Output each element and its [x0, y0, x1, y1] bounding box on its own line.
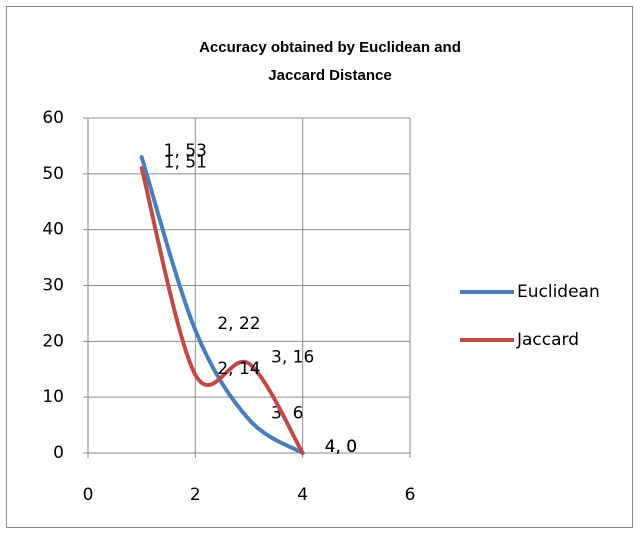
x-tick-label: 6 [405, 485, 416, 505]
chart-frame [6, 6, 633, 528]
legend-label: Jaccard [516, 330, 579, 350]
y-tick-label: 10 [42, 387, 64, 407]
y-tick-label: 50 [42, 164, 64, 184]
y-tick-label: 0 [53, 443, 64, 463]
x-tick-label: 2 [190, 485, 201, 505]
y-tick-label: 60 [42, 108, 64, 128]
series-line [139, 155, 305, 455]
y-tick-label: 30 [42, 276, 64, 296]
data-label: 3, 16 [271, 348, 314, 368]
y-tick-label: 40 [42, 220, 64, 240]
series-line [139, 166, 305, 455]
data-label: 4, 0 [325, 437, 357, 457]
y-tick-label: 20 [42, 331, 64, 351]
data-label: 1, 53 [164, 141, 207, 161]
data-label: 4, 0 [325, 437, 357, 457]
legend-label: Euclidean [517, 282, 600, 302]
x-tick-label: 4 [297, 485, 308, 505]
chart-title: Accuracy obtained by Euclidean and Jacca… [199, 39, 461, 84]
x-tick-label: 0 [83, 485, 94, 505]
data-label: 2, 14 [217, 359, 260, 379]
data-label: 1, 51 [164, 152, 207, 172]
data-label: 2, 22 [217, 314, 260, 334]
